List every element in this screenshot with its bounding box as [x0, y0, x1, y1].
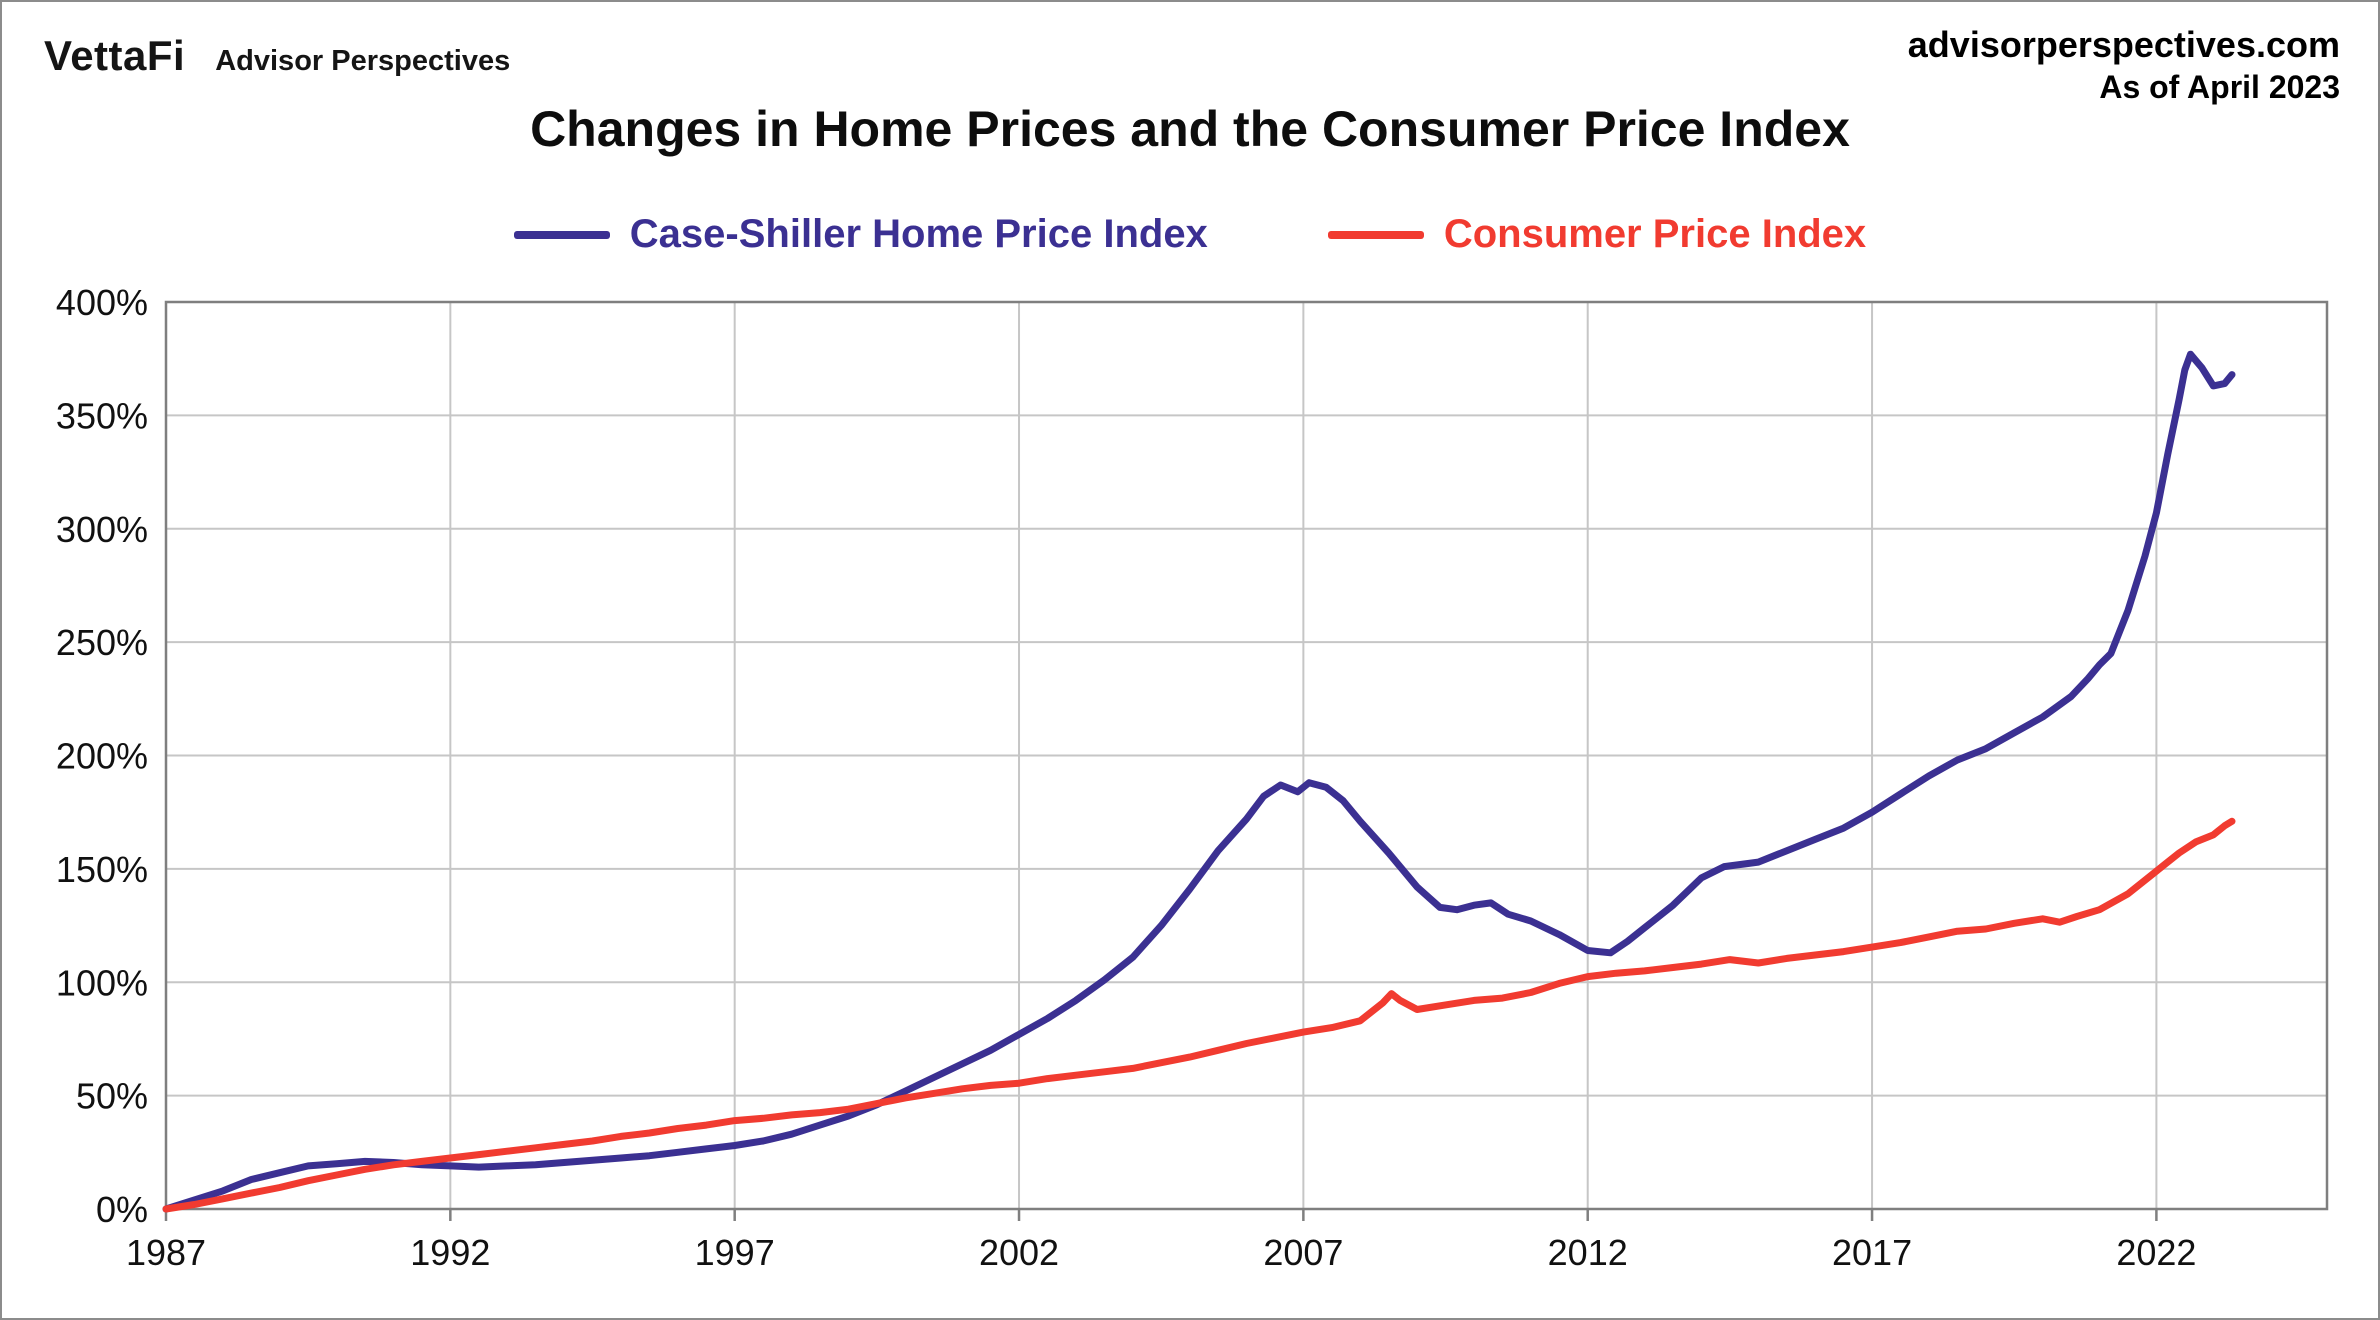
- x-tick-label: 2022: [2116, 1232, 2196, 1273]
- cpi-line-swatch: [1327, 230, 1424, 239]
- y-tick-label: 50%: [76, 1076, 148, 1117]
- chart-legend: Case-Shiller Home Price Index Consumer P…: [2, 212, 2378, 257]
- series-line-case-shiller: [162, 350, 2236, 1213]
- x-tick-label: 2017: [1832, 1232, 1912, 1273]
- x-tick-label: 1992: [410, 1232, 490, 1273]
- source-url: advisorperspectives.com: [1907, 24, 2340, 65]
- y-tick-label: 300%: [56, 509, 148, 550]
- source-block: advisorperspectives.com As of April 2023: [1908, 22, 2340, 107]
- vettafi-logo: VettaFi: [44, 32, 186, 79]
- series-line-cpi: [162, 817, 2236, 1213]
- legend-item-case-shiller: Case-Shiller Home Price Index: [513, 212, 1208, 257]
- cpi-legend-label: Consumer Price Index: [1443, 212, 1867, 256]
- y-tick-label: 350%: [56, 395, 148, 436]
- brand-header: VettaFi Advisor Perspectives: [44, 32, 510, 80]
- y-tick-label: 250%: [56, 622, 148, 663]
- y-tick-label: 100%: [56, 962, 148, 1003]
- advisor-perspectives-label: Advisor Perspectives: [215, 45, 511, 77]
- chart-title: Changes in Home Prices and the Consumer …: [530, 101, 1850, 157]
- case-shiller-line-swatch: [513, 230, 610, 239]
- y-tick-label: 0%: [96, 1189, 148, 1230]
- y-tick-label: 200%: [56, 736, 148, 777]
- case-shiller-legend-label: Case-Shiller Home Price Index: [629, 212, 1208, 256]
- y-tick-label: 400%: [56, 282, 148, 323]
- x-tick-label: 1987: [126, 1232, 206, 1273]
- y-tick-label: 150%: [56, 849, 148, 890]
- x-tick-label: 2007: [1263, 1232, 1343, 1273]
- x-tick-label: 2002: [979, 1232, 1059, 1273]
- x-tick-label: 1997: [695, 1232, 775, 1273]
- x-tick-label: 2012: [1548, 1232, 1628, 1273]
- legend-item-cpi: Consumer Price Index: [1327, 212, 1867, 257]
- as-of-date: As of April 2023: [2099, 69, 2340, 105]
